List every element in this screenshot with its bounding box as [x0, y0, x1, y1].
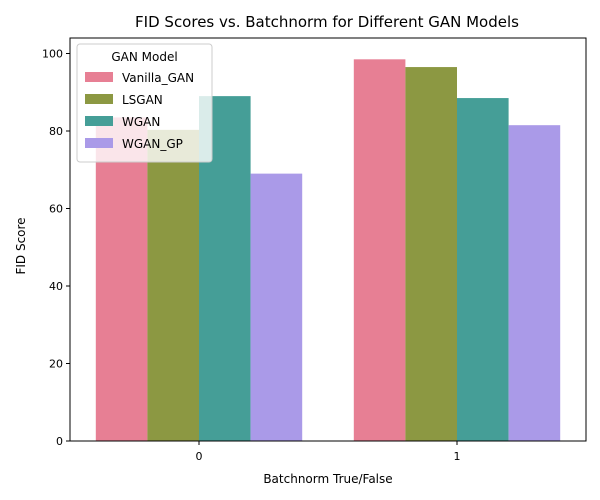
- legend-swatch: [85, 138, 113, 148]
- y-tick-label: 0: [56, 435, 63, 448]
- x-tick-label: 0: [196, 450, 203, 463]
- bar-vanilla-gan-0: [95, 117, 148, 441]
- bar-lsgan-0: [147, 129, 199, 441]
- legend-title: GAN Model: [111, 50, 177, 64]
- y-tick-label: 80: [49, 125, 63, 138]
- bar-lsgan-1: [405, 67, 457, 441]
- legend-item-label: LSGAN: [122, 93, 163, 107]
- x-axis-label: Batchnorm True/False: [263, 472, 392, 486]
- y-axis-label: FID Score: [14, 217, 28, 274]
- legend: GAN Model Vanilla_GAN LSGAN WGAN WGAN_GP: [76, 43, 213, 163]
- legend-swatch: [85, 94, 113, 104]
- legend-item-label: Vanilla_GAN: [122, 71, 194, 85]
- bars-layer: [95, 59, 561, 441]
- bar-vanilla-gan-1: [353, 59, 406, 441]
- y-tick-label: 60: [49, 203, 63, 216]
- y-tick-label: 40: [49, 280, 63, 293]
- legend-item-label: WGAN: [122, 115, 160, 129]
- y-tick-label: 100: [42, 48, 63, 61]
- bar-wgan-gp-0: [250, 173, 303, 441]
- x-tick-label: 1: [454, 450, 461, 463]
- plot-frame: [69, 37, 587, 442]
- chart-title: FID Scores vs. Batchnorm for Different G…: [135, 13, 519, 31]
- bar-wgan-1: [457, 98, 509, 441]
- bar-wgan-gp-1: [508, 125, 561, 441]
- y-tick-label: 20: [49, 358, 63, 371]
- legend-swatch: [85, 116, 113, 126]
- legend-swatch: [85, 72, 113, 82]
- legend-item-label: WGAN_GP: [122, 137, 183, 151]
